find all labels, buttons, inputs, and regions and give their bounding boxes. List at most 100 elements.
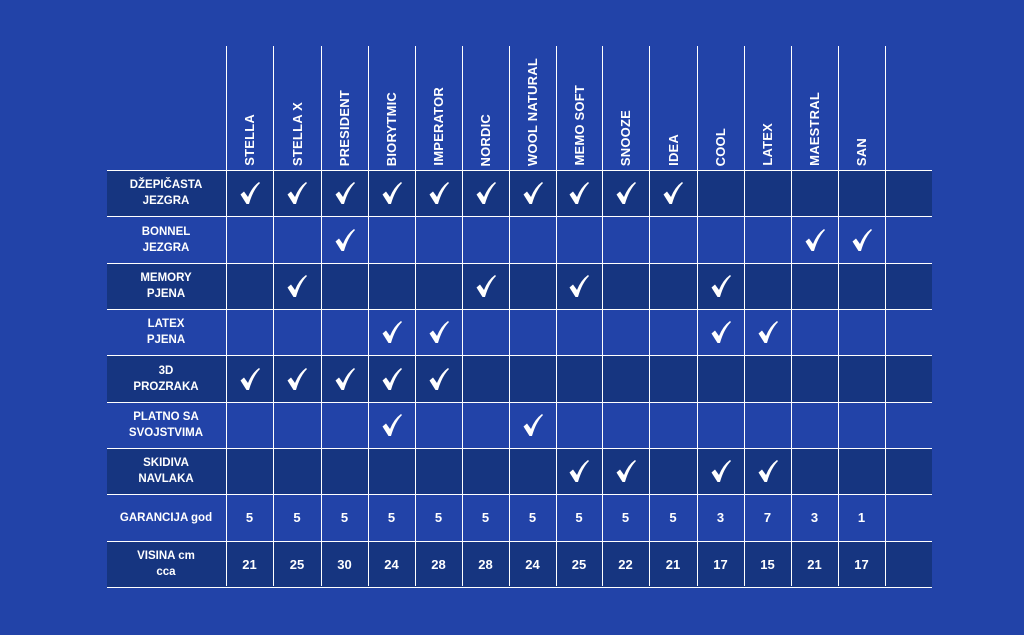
table-cell xyxy=(697,309,744,355)
table-cell-value: 28 xyxy=(431,556,446,572)
checkmark-icon xyxy=(475,274,497,298)
checkmark-icon xyxy=(428,181,450,205)
grid-hline xyxy=(107,541,932,542)
row-band xyxy=(107,541,932,587)
checkmark-icon xyxy=(757,320,779,344)
table-cell xyxy=(744,448,791,494)
table-cell-value: 25 xyxy=(289,556,305,572)
grid-hline xyxy=(107,402,932,403)
checkmark-icon xyxy=(334,367,356,391)
checkmark-icon xyxy=(286,181,308,205)
table-cell-value: 5 xyxy=(245,510,254,525)
column-header-label: NORDIC xyxy=(478,113,493,166)
row-label: MEMORY PJENA xyxy=(140,272,192,300)
table-cell-value: 25 xyxy=(571,556,587,572)
checkmark-icon xyxy=(710,274,732,298)
table-cell xyxy=(273,355,321,402)
table-cell xyxy=(273,170,321,216)
table-cell xyxy=(649,170,697,216)
checkmark-icon xyxy=(710,320,732,344)
table-cell-value: 3 xyxy=(716,510,725,525)
row-label: 3D PROZRAKA xyxy=(133,364,199,393)
column-header-label: IDEA xyxy=(665,134,681,166)
table-cell-value: 17 xyxy=(713,556,728,572)
table-cell xyxy=(226,355,273,402)
checkmark-icon xyxy=(381,320,403,344)
grid-hline xyxy=(107,587,932,588)
column-header: STELLA xyxy=(226,40,273,166)
checkmark-icon xyxy=(804,228,826,252)
checkmark-icon xyxy=(522,413,544,437)
column-header: WOOL NATURAL xyxy=(509,40,556,166)
checkmark-icon xyxy=(239,367,261,391)
table-cell xyxy=(509,170,556,216)
table-cell-value: 21 xyxy=(242,556,257,572)
grid-vline xyxy=(885,46,886,586)
table-cell xyxy=(462,263,509,309)
column-header: STELLA X xyxy=(273,40,321,166)
grid-vline xyxy=(415,46,416,586)
table-cell-value: 5 xyxy=(575,510,583,525)
column-header: LATEX xyxy=(744,40,791,166)
checkmark-icon xyxy=(334,228,356,252)
grid-vline xyxy=(744,46,745,586)
grid-vline xyxy=(321,46,322,586)
table-cell xyxy=(697,448,744,494)
table-cell-value: 24 xyxy=(384,556,399,572)
table-cell xyxy=(273,263,321,309)
row-label: PLATNO SA SVOJSTVIMA xyxy=(128,411,204,439)
table-cell xyxy=(415,309,462,355)
table-cell-value: 5 xyxy=(434,510,443,525)
column-header-label: SAN xyxy=(854,137,869,166)
checkmark-icon xyxy=(662,181,684,205)
row-label: VISINA cm cca xyxy=(137,550,195,578)
column-header: SNOOZE xyxy=(602,40,649,166)
row-label: LATEX PJENA xyxy=(146,318,186,346)
grid-vline xyxy=(273,46,274,586)
checkmark-icon xyxy=(381,413,403,437)
checkmark-icon xyxy=(428,367,450,391)
table-cell-value: 5 xyxy=(387,510,396,525)
checkmark-icon xyxy=(568,459,590,483)
table-cell xyxy=(744,309,791,355)
grid-vline xyxy=(226,46,227,586)
column-header: BIORYTMIC xyxy=(368,40,415,166)
column-header: IMPERATOR xyxy=(415,40,462,166)
table-cell xyxy=(838,216,885,263)
checkmark-icon xyxy=(710,459,732,483)
table-cell xyxy=(368,309,415,355)
grid-hline xyxy=(107,263,932,264)
table-cell xyxy=(556,448,602,494)
table-cell xyxy=(415,170,462,216)
grid-vline xyxy=(838,46,839,586)
table-cell xyxy=(368,170,415,216)
row-label: SKIDIVA NAVLAKA xyxy=(138,457,194,485)
table-cell xyxy=(556,170,602,216)
table-cell-value: 5 xyxy=(340,510,349,525)
checkmark-icon xyxy=(428,320,450,344)
checkmark-icon xyxy=(239,181,261,205)
grid-hline xyxy=(107,448,932,449)
table-cell-value: 5 xyxy=(293,510,301,525)
grid-vline xyxy=(462,46,463,586)
grid-hline xyxy=(107,355,932,356)
checkmark-icon xyxy=(381,367,403,391)
column-header-label: STELLA xyxy=(242,114,257,166)
table-cell-value: 30 xyxy=(337,556,352,572)
table-cell xyxy=(321,355,368,402)
column-header: IDEA xyxy=(649,40,697,166)
table-cell-value: 24 xyxy=(525,556,540,572)
row-label: BONNEL JEZGRA xyxy=(141,225,191,254)
checkmark-icon xyxy=(381,181,403,205)
column-header: SAN xyxy=(838,40,885,166)
table-cell-value: 17 xyxy=(854,556,869,572)
checkmark-icon xyxy=(568,274,590,298)
table-cell xyxy=(791,216,838,263)
checkmark-icon xyxy=(286,367,308,391)
column-header-label: IMPERATOR xyxy=(431,87,446,166)
checkmark-icon xyxy=(851,228,873,252)
grid-hline xyxy=(107,170,932,171)
checkmark-icon xyxy=(522,181,544,205)
column-header-label: MAESTRAL xyxy=(807,92,822,166)
